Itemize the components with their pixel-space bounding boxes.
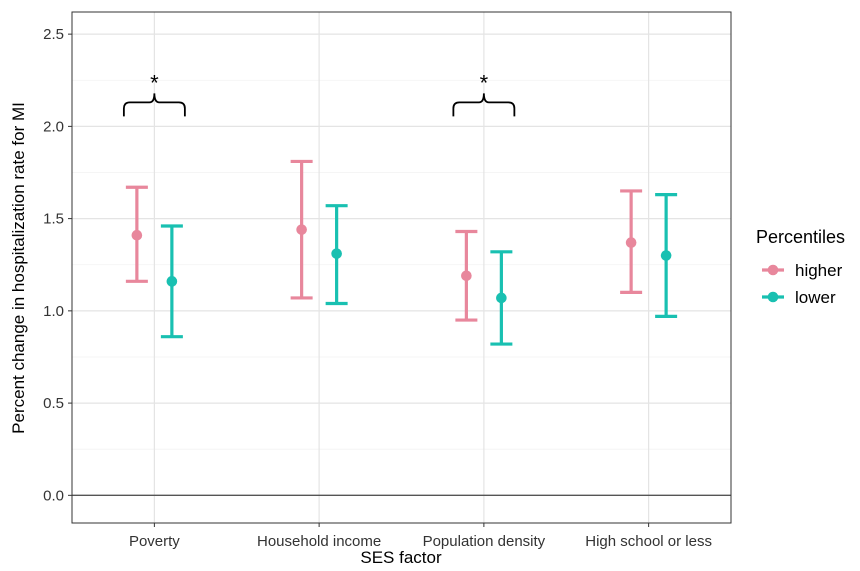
legend-key-point xyxy=(767,264,779,276)
point-estimate xyxy=(461,270,472,282)
y-tick-label: 1.5 xyxy=(43,211,64,228)
error-bar-lower xyxy=(490,250,513,346)
legend-key-point xyxy=(767,291,779,303)
error-bars xyxy=(125,159,678,346)
y-axis: 0.0 0.5 1.0 1.5 2.0 2.5 xyxy=(43,26,72,504)
point-estimate xyxy=(296,224,307,235)
point-estimate xyxy=(331,248,342,259)
y-tick-label: 0.0 xyxy=(43,487,64,504)
legend-label: higher xyxy=(795,261,843,280)
error-bar-lower xyxy=(325,204,348,306)
y-tick-label: 2.0 xyxy=(43,118,64,135)
legend-item-higher: higher xyxy=(762,261,843,280)
grid-lines xyxy=(72,12,731,523)
error-bar-lower xyxy=(655,193,678,318)
panel-background xyxy=(72,12,731,523)
point-estimate xyxy=(166,276,178,287)
error-bar-higher xyxy=(125,185,148,283)
significance-star: * xyxy=(480,70,489,95)
x-tick-label: Population density xyxy=(423,533,546,550)
y-tick-label: 0.5 xyxy=(43,395,64,412)
legend: Percentiles higher lower xyxy=(756,227,845,307)
x-tick-label: Household income xyxy=(257,533,381,550)
significance-bracket xyxy=(452,93,516,117)
error-bar-higher xyxy=(455,229,478,322)
error-bar-higher xyxy=(290,159,313,300)
error-bar-lower xyxy=(160,224,183,339)
significance-bracket xyxy=(122,93,186,117)
y-tick-label: 1.0 xyxy=(43,303,64,320)
point-estimate xyxy=(131,229,143,241)
significance-brackets: * * xyxy=(122,70,516,117)
x-axis: Poverty Household income Population densit… xyxy=(129,523,712,550)
y-tick-label: 2.5 xyxy=(43,26,64,43)
x-axis-title: SES factor xyxy=(360,548,442,567)
x-tick-label: Poverty xyxy=(129,533,180,550)
panel-border xyxy=(71,11,732,524)
error-bar-higher xyxy=(620,189,643,295)
point-estimate xyxy=(625,237,637,248)
point-estimate xyxy=(660,250,672,261)
legend-label: lower xyxy=(795,288,836,307)
plot-area: * * xyxy=(71,11,732,524)
point-estimate xyxy=(496,292,507,304)
legend-item-lower: lower xyxy=(762,288,836,307)
x-tick-label: High school or less xyxy=(585,533,712,550)
significance-star: * xyxy=(150,70,159,95)
legend-title: Percentiles xyxy=(756,227,845,247)
y-axis-title: Percent change in hospitalization rate f… xyxy=(9,102,28,434)
